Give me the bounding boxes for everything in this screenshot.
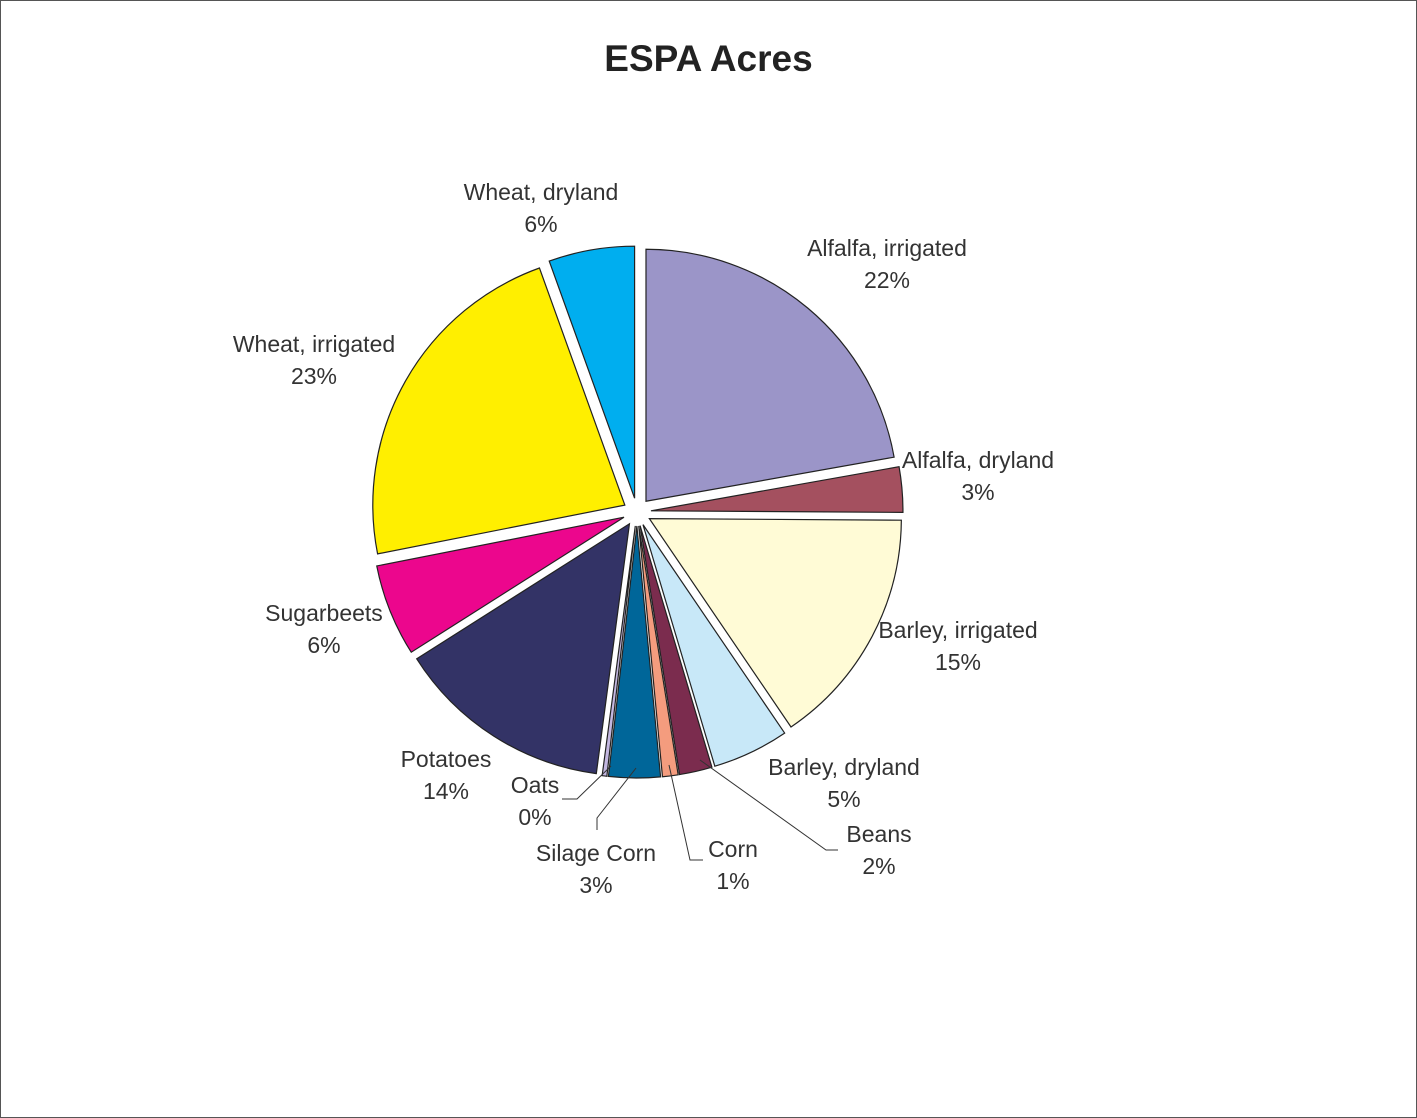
slice-label-alfalfa-irrigated: Alfalfa, irrigated [807,235,967,261]
slice-label-alfalfa-dryland: Alfalfa, dryland [902,447,1054,473]
slice-percent-beans: 2% [862,853,895,879]
slice-percent-wheat-irrigated: 23% [291,363,337,389]
slice-percent-alfalfa-dryland: 3% [961,479,994,505]
slice-label-barley-irrigated: Barley, irrigated [878,617,1037,643]
pie-slice-oats [601,525,636,777]
leader-line-silage-corn [596,767,637,830]
slice-label-sugarbeets: Sugarbeets [265,600,383,626]
slice-percent-silage-corn: 3% [579,872,612,898]
pie-slice-alfalfa-dryland [650,466,904,514]
slice-percent-barley-dryland: 5% [827,786,860,812]
slice-label-silage-corn: Silage Corn [536,840,656,866]
slice-label-wheat-dryland: Wheat, dryland [464,179,619,205]
pie-slice-beans [639,525,713,776]
pie-slice-barley-irrigated [648,517,902,728]
pie-slice-corn [638,525,679,778]
slice-percent-wheat-dryland: 6% [524,211,557,237]
slice-percent-oats: 0% [518,804,551,830]
slice-label-corn: Corn [708,836,758,862]
slice-percent-alfalfa-irrigated: 22% [864,267,910,293]
slice-percent-potatoes: 14% [423,778,469,804]
pie-slice-potatoes [415,522,631,775]
pie-slice-silage-corn [607,525,662,779]
slice-percent-sugarbeets: 6% [307,632,340,658]
slice-label-wheat-irrigated: Wheat, irrigated [233,331,395,357]
leader-line-corn [668,764,703,861]
leader-line-beans [699,759,838,851]
pie-slice-wheat-irrigated [372,267,626,555]
slice-percent-corn: 1% [716,868,749,894]
chart-title: ESPA Acres [604,38,813,79]
pie-slice-barley-dryland [642,524,786,767]
leader-line-oats [562,765,612,800]
pie-slice-wheat-dryland [548,245,636,499]
slice-label-barley-dryland: Barley, dryland [768,754,920,780]
pie-slice-sugarbeets [376,516,625,654]
slice-percent-barley-irrigated: 15% [935,649,981,675]
slice-label-potatoes: Potatoes [401,746,492,772]
slice-label-oats: Oats [511,772,560,798]
slice-label-beans: Beans [846,821,911,847]
pie-slice-alfalfa-irrigated [645,248,895,502]
